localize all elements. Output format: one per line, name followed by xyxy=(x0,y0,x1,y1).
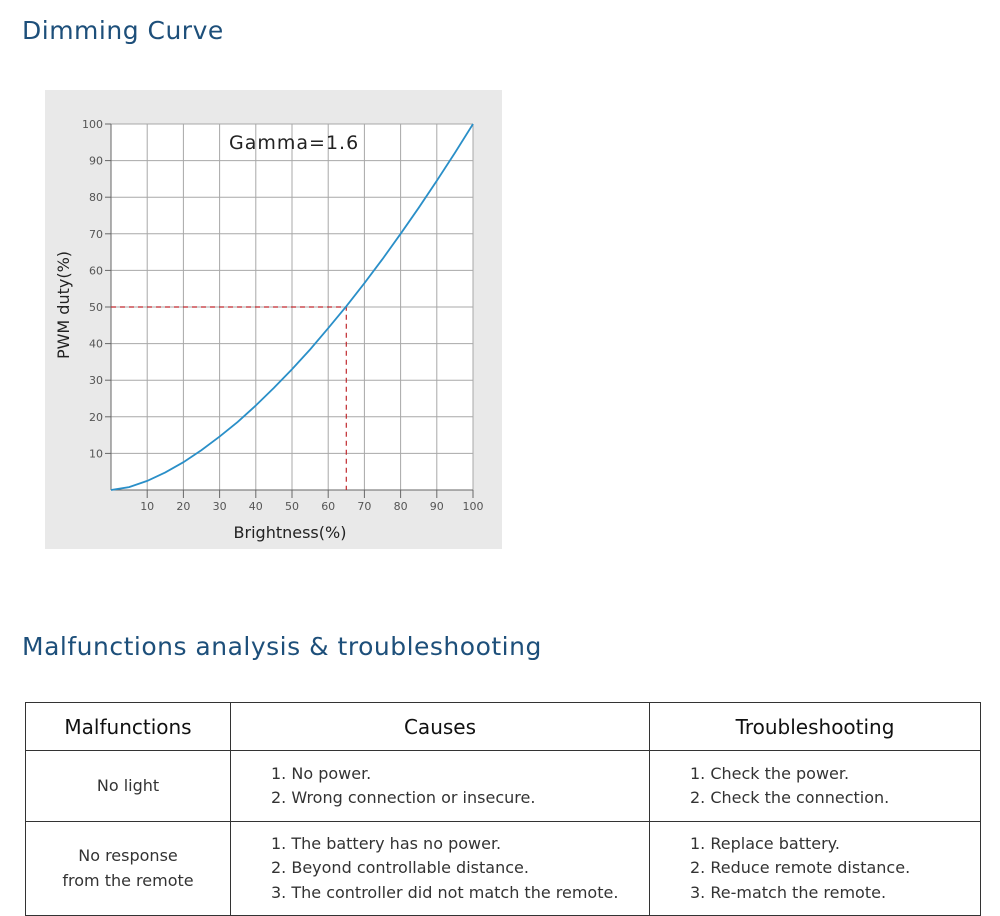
table-header-row: Malfunctions Causes Troubleshooting xyxy=(25,702,981,751)
fix-item: 1. Check the power. xyxy=(690,763,850,783)
table-row: No response from the remote 1. The batte… xyxy=(25,821,981,916)
malfunction-cell: No response from the remote xyxy=(25,821,231,916)
y-tick-label: 90 xyxy=(89,155,103,168)
x-tick-label: 50 xyxy=(285,500,299,513)
header-causes: Causes xyxy=(230,702,650,751)
x-tick-label: 60 xyxy=(321,500,335,513)
x-tick-label: 30 xyxy=(213,500,227,513)
y-tick-label: 40 xyxy=(89,338,103,351)
x-tick-label: 10 xyxy=(140,500,154,513)
y-tick-label: 20 xyxy=(89,411,103,424)
troubleshooting-title: Malfunctions analysis & troubleshooting xyxy=(22,632,542,661)
fix-item: 1. Replace battery. xyxy=(690,833,840,853)
troubleshooting-cell: 1. Check the power. 2. Check the connect… xyxy=(649,750,981,822)
dimming-curve-title: Dimming Curve xyxy=(22,16,224,45)
x-tick-label: 40 xyxy=(249,500,263,513)
header-troubleshooting: Troubleshooting xyxy=(649,702,981,751)
gamma-curve-series xyxy=(110,123,474,491)
fix-item: 2. Check the connection. xyxy=(690,788,890,807)
troubleshooting-cell: 1. Replace battery. 2. Reduce remote dis… xyxy=(649,821,981,916)
x-tick-label: 90 xyxy=(430,500,444,513)
dimming-curve-chart: 10 20 30 40 50 60 70 80 90 100 10 20 30 40 50 60 70 80 90 1… xyxy=(45,90,502,549)
cause-item: 1. No power. xyxy=(271,763,372,783)
x-tick-label: 100 xyxy=(463,500,484,513)
y-tick-label: 10 xyxy=(89,447,103,460)
y-axis-title: PWM duty(%) xyxy=(54,251,73,359)
causes-cell: 1. The battery has no power. 2. Beyond c… xyxy=(230,821,650,916)
y-tick-label: 100 xyxy=(82,118,103,131)
x-tick-label: 70 xyxy=(357,500,371,513)
x-tick-label: 20 xyxy=(176,500,190,513)
x-tick-label: 80 xyxy=(394,500,408,513)
cause-item: 2. Wrong connection or insecure. xyxy=(271,788,536,807)
malfunction-text: No response xyxy=(78,846,178,865)
troubleshooting-table: Malfunctions Causes Troubleshooting No l… xyxy=(25,702,981,916)
cause-item: 2. Beyond controllable distance. xyxy=(271,858,529,878)
header-malfunctions: Malfunctions xyxy=(25,702,231,751)
y-tick-label: 30 xyxy=(89,374,103,387)
x-axis-title: Brightness(%) xyxy=(234,523,347,542)
y-tick-label: 80 xyxy=(89,191,103,204)
cause-item: 1. The battery has no power. xyxy=(271,833,502,853)
y-tick-label: 70 xyxy=(89,228,103,241)
fix-item: 3. Re-match the remote. xyxy=(690,882,887,902)
cause-item: 3. The controller did not match the remo… xyxy=(271,882,619,902)
malfunction-cell: No light xyxy=(25,750,231,822)
y-tick-label: 60 xyxy=(89,264,103,277)
chart-canvas: 10 20 30 40 50 60 70 80 90 100 10 20 30 40 50 60 70 80 90 1… xyxy=(54,118,484,542)
malfunction-text: No light xyxy=(96,775,160,795)
y-tick-label: 50 xyxy=(89,301,103,314)
gamma-annotation: Gamma=1.6 xyxy=(229,132,359,154)
fix-item: 2. Reduce remote distance. xyxy=(690,858,911,878)
causes-cell: 1. No power. 2. Wrong connection or inse… xyxy=(230,750,650,822)
table-row: No light 1. No power. 2. Wrong connectio… xyxy=(25,750,981,822)
malfunction-text: from the remote xyxy=(62,870,194,890)
